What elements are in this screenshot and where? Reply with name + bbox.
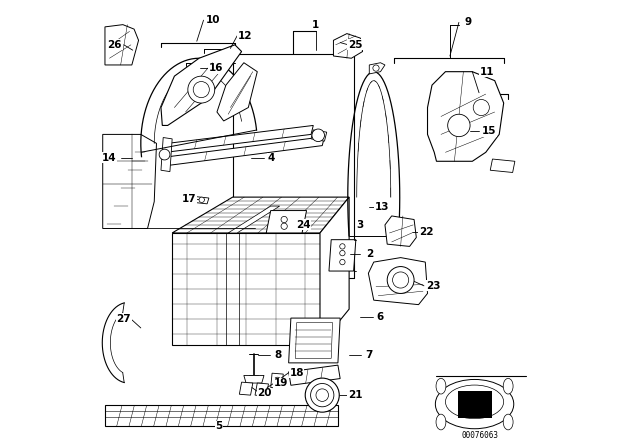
Ellipse shape bbox=[503, 414, 513, 430]
Polygon shape bbox=[165, 125, 314, 152]
Text: 11: 11 bbox=[479, 67, 494, 77]
Text: 17: 17 bbox=[182, 194, 196, 204]
Text: 12: 12 bbox=[238, 31, 252, 41]
Text: 20: 20 bbox=[257, 388, 272, 398]
Text: 9: 9 bbox=[464, 17, 472, 27]
Text: 15: 15 bbox=[482, 126, 497, 136]
Circle shape bbox=[340, 244, 345, 249]
Polygon shape bbox=[289, 318, 340, 363]
Ellipse shape bbox=[503, 378, 513, 394]
Circle shape bbox=[188, 76, 215, 103]
Polygon shape bbox=[172, 233, 320, 345]
Circle shape bbox=[274, 377, 281, 384]
Polygon shape bbox=[239, 382, 253, 395]
Ellipse shape bbox=[436, 378, 446, 394]
Text: 23: 23 bbox=[426, 281, 440, 291]
Text: 5: 5 bbox=[216, 422, 223, 431]
Circle shape bbox=[310, 383, 334, 407]
Polygon shape bbox=[369, 63, 385, 74]
Text: 2: 2 bbox=[367, 250, 374, 259]
Polygon shape bbox=[255, 383, 269, 396]
Circle shape bbox=[387, 267, 414, 293]
Text: 4: 4 bbox=[267, 153, 275, 163]
Text: 13: 13 bbox=[374, 202, 389, 212]
Ellipse shape bbox=[435, 379, 514, 429]
Polygon shape bbox=[244, 375, 264, 383]
Polygon shape bbox=[228, 206, 280, 233]
Circle shape bbox=[392, 272, 409, 288]
Polygon shape bbox=[266, 211, 307, 233]
Bar bbox=[458, 391, 492, 418]
Polygon shape bbox=[320, 197, 349, 345]
Text: 8: 8 bbox=[275, 350, 282, 360]
Polygon shape bbox=[428, 72, 504, 161]
Polygon shape bbox=[289, 365, 340, 385]
Circle shape bbox=[305, 378, 339, 412]
Polygon shape bbox=[311, 130, 326, 141]
Circle shape bbox=[473, 99, 490, 116]
Polygon shape bbox=[271, 373, 284, 388]
Text: 10: 10 bbox=[206, 15, 221, 25]
Text: 26: 26 bbox=[108, 40, 122, 50]
Circle shape bbox=[281, 223, 287, 229]
Polygon shape bbox=[161, 138, 172, 172]
Circle shape bbox=[448, 114, 470, 137]
Text: 00076063: 00076063 bbox=[462, 431, 499, 440]
Text: 22: 22 bbox=[419, 227, 433, 237]
Circle shape bbox=[199, 197, 204, 202]
Circle shape bbox=[373, 65, 379, 71]
Polygon shape bbox=[385, 216, 416, 246]
Text: 1: 1 bbox=[312, 20, 319, 30]
Polygon shape bbox=[329, 240, 356, 271]
Circle shape bbox=[316, 389, 328, 401]
Polygon shape bbox=[161, 45, 241, 125]
Circle shape bbox=[159, 149, 170, 160]
Polygon shape bbox=[333, 34, 362, 58]
Polygon shape bbox=[165, 137, 324, 166]
Text: 16: 16 bbox=[209, 63, 223, 73]
Text: 21: 21 bbox=[348, 390, 362, 400]
Polygon shape bbox=[105, 405, 338, 426]
Text: 3: 3 bbox=[356, 220, 364, 230]
Circle shape bbox=[312, 129, 324, 142]
Polygon shape bbox=[490, 159, 515, 172]
Polygon shape bbox=[296, 323, 333, 358]
Polygon shape bbox=[369, 258, 428, 305]
Circle shape bbox=[340, 250, 345, 256]
Text: 18: 18 bbox=[289, 368, 304, 378]
Text: 24: 24 bbox=[296, 220, 311, 230]
Circle shape bbox=[340, 259, 345, 265]
Ellipse shape bbox=[445, 385, 504, 418]
Ellipse shape bbox=[436, 414, 446, 430]
Polygon shape bbox=[195, 197, 209, 204]
Text: 25: 25 bbox=[348, 40, 362, 50]
Polygon shape bbox=[217, 63, 257, 121]
Text: 27: 27 bbox=[116, 314, 131, 324]
Polygon shape bbox=[105, 25, 138, 65]
Polygon shape bbox=[102, 134, 156, 228]
Circle shape bbox=[193, 82, 209, 98]
Circle shape bbox=[281, 216, 287, 223]
Text: 6: 6 bbox=[377, 312, 384, 322]
Text: 19: 19 bbox=[273, 378, 288, 388]
Text: 7: 7 bbox=[365, 350, 373, 360]
Text: 14: 14 bbox=[102, 153, 116, 163]
Polygon shape bbox=[172, 197, 349, 233]
